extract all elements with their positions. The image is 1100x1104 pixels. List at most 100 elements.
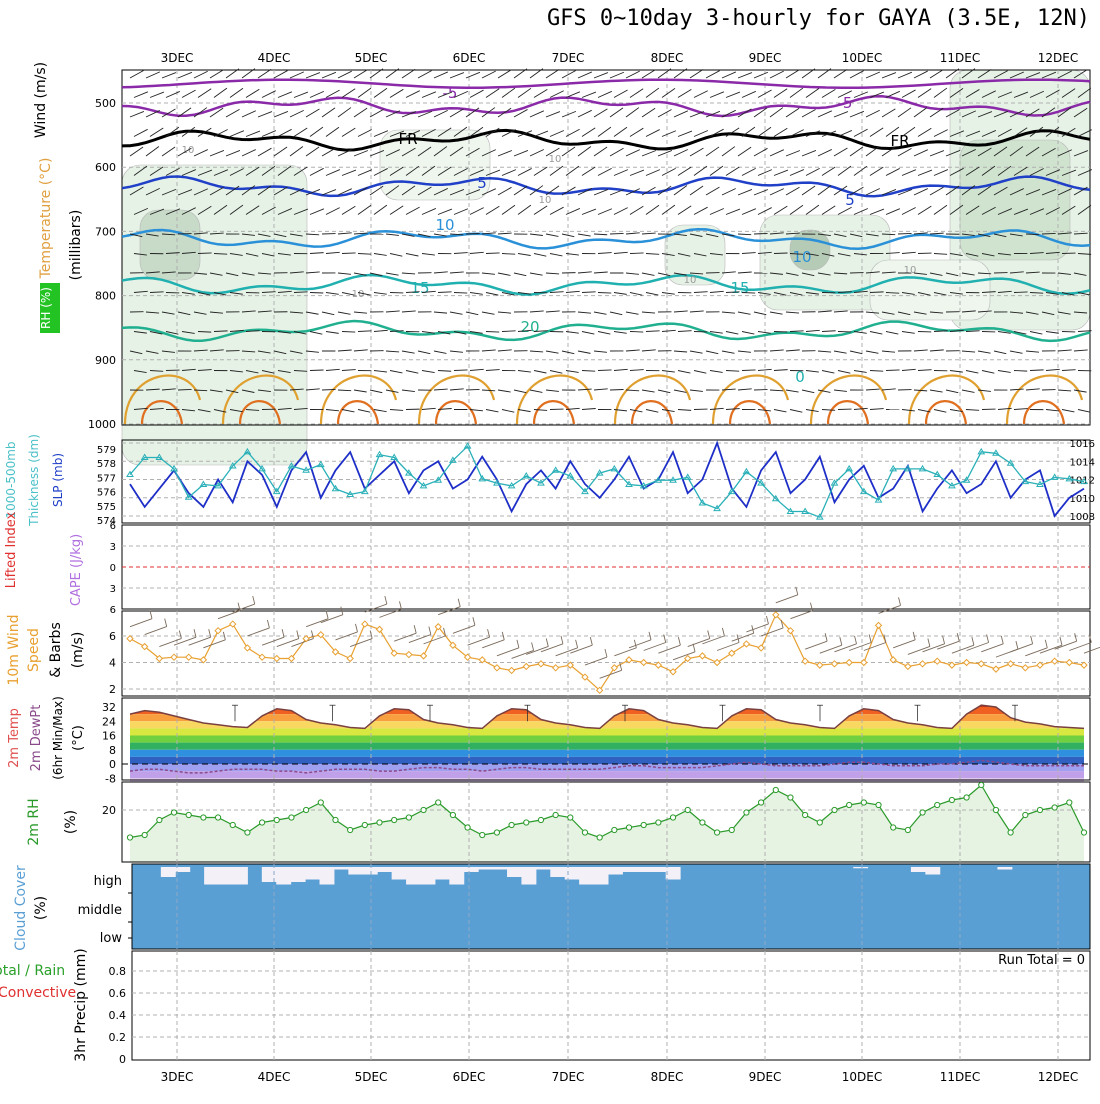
wind-barb	[518, 88, 531, 97]
wind-barb	[146, 147, 159, 156]
wind-barb	[594, 312, 607, 314]
rh2m-unit-label: (%)	[63, 810, 79, 834]
wind-barb	[738, 312, 750, 314]
cloud-gap	[305, 867, 320, 880]
wind-barb	[914, 350, 928, 351]
wind-barb	[486, 253, 500, 254]
wind-barb	[402, 390, 415, 392]
wind-barb	[486, 332, 499, 333]
cloud-unit-label: (%)	[33, 896, 49, 920]
wind-barb	[790, 88, 803, 97]
wind-barb	[438, 292, 452, 293]
top-day-label: 6DEC	[453, 51, 486, 65]
cloud-gap	[550, 867, 565, 877]
wind-barb	[546, 273, 559, 274]
cloud-gap	[377, 867, 392, 872]
wind10-barb	[218, 611, 240, 619]
wind-barb	[434, 110, 448, 117]
wind-barb	[674, 390, 686, 392]
cloud-gap	[536, 867, 551, 870]
wind-barb	[870, 292, 884, 293]
wind-barb	[818, 186, 831, 195]
wind-barb	[598, 209, 612, 215]
wind-barb	[434, 72, 448, 78]
lifted-index-label: Lifted Index	[4, 511, 19, 588]
wind10-barbs-label: & Barbs	[48, 622, 64, 678]
wind-barb	[774, 89, 787, 98]
wind-barb	[582, 209, 596, 214]
cloud-gap	[334, 867, 349, 870]
wind-barb	[902, 90, 916, 98]
rh-point	[362, 822, 367, 827]
wind-barb	[338, 71, 352, 78]
wind-barb	[646, 254, 659, 255]
wind-barb	[498, 390, 511, 392]
wind10-barb	[1069, 643, 1091, 651]
wind-barb	[450, 351, 463, 352]
temp-band	[122, 757, 1090, 764]
wind-barb	[710, 92, 724, 98]
wind10-point	[479, 657, 485, 663]
wind-barb	[534, 206, 547, 215]
cloud-gap	[449, 867, 464, 885]
wind-barb	[150, 128, 163, 137]
wind10-point	[215, 628, 221, 634]
wind10-barb-feather	[517, 640, 519, 648]
wind-barb	[678, 167, 691, 175]
wind10-barb-feather	[1016, 641, 1018, 649]
wind-barb	[914, 150, 928, 156]
wind-barb	[658, 150, 672, 156]
wind-barb	[630, 370, 644, 371]
wind-barb	[742, 253, 756, 254]
rh-point	[450, 812, 455, 817]
wind-barb	[534, 89, 547, 97]
wind10-barb	[159, 639, 181, 647]
wind-barb	[690, 390, 703, 391]
wind-barb	[662, 371, 675, 373]
wind-barb	[274, 111, 288, 117]
wind10-barb-feather	[869, 635, 871, 643]
rh-contour-label: 10	[684, 275, 697, 286]
wind-barb	[678, 371, 690, 374]
wind-barb	[834, 69, 847, 78]
wind-barb	[358, 88, 371, 97]
wind-barb	[550, 292, 564, 293]
wind-barb	[498, 70, 511, 78]
wind-barb	[178, 389, 192, 390]
rh-point	[274, 817, 279, 822]
wind-barb	[326, 293, 339, 295]
wind-barb	[450, 73, 464, 78]
wind-barb	[402, 69, 415, 78]
wind-barb	[630, 170, 644, 175]
temp-tick: 0	[109, 758, 116, 771]
wind-barb	[898, 72, 912, 78]
rh-point	[714, 830, 719, 835]
rh-point	[421, 807, 426, 812]
rh-point	[568, 815, 573, 820]
wind-axis-label: Wind (m/s)	[33, 62, 49, 138]
wind10-point	[509, 667, 515, 673]
wind-barb	[614, 127, 627, 136]
wind-barb	[866, 72, 880, 78]
wind-barb	[742, 209, 756, 215]
wind-barb	[322, 389, 336, 390]
rh-point	[494, 830, 499, 835]
wind-barb	[470, 252, 484, 253]
wind-barb	[870, 209, 884, 214]
cloud-gap	[565, 867, 580, 880]
rh-point	[626, 825, 631, 830]
rh-point	[803, 812, 808, 817]
rh-point	[215, 815, 220, 820]
cloud-gap	[594, 867, 609, 885]
wind10-point	[274, 656, 280, 662]
wind-barb	[1058, 350, 1072, 351]
wind-barb	[482, 390, 495, 391]
wind-barb	[582, 128, 595, 137]
rh-point	[1052, 805, 1057, 810]
hot-contour	[436, 401, 476, 424]
rh-point	[480, 832, 485, 837]
rh-point	[729, 827, 734, 832]
rh-point	[436, 800, 441, 805]
